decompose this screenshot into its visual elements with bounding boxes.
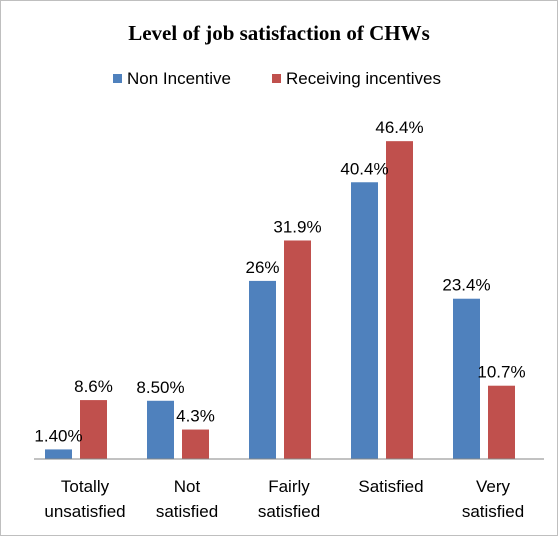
category-label-3: Satisfied (358, 477, 423, 496)
data-labels: 1.40% 8.6% 8.50% 4.3% 26% 31.9% 40.4% 46.4% 23.4… (34, 118, 525, 445)
bar-incentive-0 (80, 400, 107, 459)
bar-non-incentive-3 (351, 182, 378, 459)
legend-swatch-0 (113, 74, 122, 83)
data-label-incentive-1: 4.3% (176, 407, 215, 426)
bar-incentive-2 (284, 240, 311, 459)
bar-incentive-1 (182, 429, 209, 459)
bar-incentive-3 (386, 141, 413, 459)
chart-title: Level of job satisfaction of CHWs (128, 21, 430, 45)
category-label-2: Fairly satisfied (258, 477, 320, 521)
data-label-non-incentive-0: 1.40% (34, 426, 82, 445)
legend: Non Incentive Receiving incentives (113, 69, 441, 88)
category-label-4: Very satisfied (462, 477, 524, 521)
data-label-incentive-0: 8.6% (74, 377, 113, 396)
category-label-1: Not satisfied (156, 477, 218, 521)
data-label-incentive-2: 31.9% (273, 217, 321, 236)
bar-non-incentive-4 (453, 298, 480, 459)
legend-swatch-1 (272, 74, 281, 83)
data-label-incentive-4: 10.7% (477, 363, 525, 382)
data-label-non-incentive-4: 23.4% (442, 276, 490, 295)
data-label-non-incentive-1: 8.50% (136, 378, 184, 397)
category-labels: Totally unsatisfied Not satisfied Fairly sati… (44, 477, 524, 521)
bar-non-incentive-0 (45, 449, 72, 459)
data-label-incentive-3: 46.4% (375, 118, 423, 137)
legend-label-1: Receiving incentives (286, 69, 441, 88)
bar-non-incentive-2 (249, 280, 276, 459)
bar-non-incentive-1 (147, 400, 174, 459)
category-label-0: Totally unsatisfied (44, 477, 125, 521)
legend-label-0: Non Incentive (127, 69, 231, 88)
bar-incentive-4 (488, 385, 515, 459)
data-label-non-incentive-2: 26% (245, 258, 279, 277)
data-label-non-incentive-3: 40.4% (340, 159, 388, 178)
bars (45, 141, 515, 459)
